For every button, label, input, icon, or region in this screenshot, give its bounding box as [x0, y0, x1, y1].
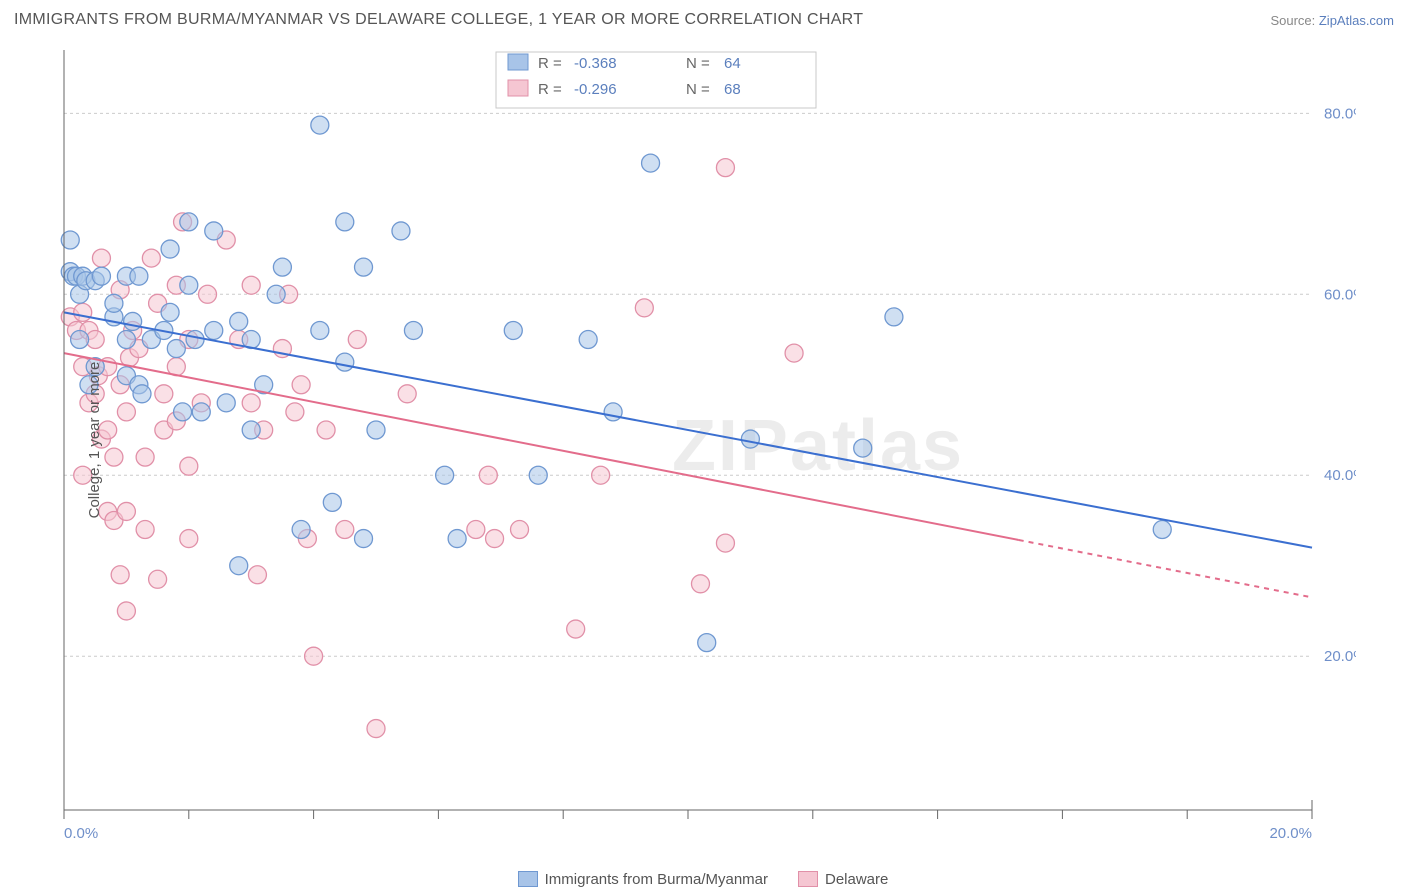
- legend-swatch-1: [518, 871, 538, 887]
- chart-header: IMMIGRANTS FROM BURMA/MYANMAR VS DELAWAR…: [0, 0, 1406, 36]
- source-prefix: Source:: [1270, 13, 1318, 28]
- svg-text:60.0%: 60.0%: [1324, 286, 1356, 303]
- svg-text:0.0%: 0.0%: [64, 825, 98, 840]
- svg-text:80.0%: 80.0%: [1324, 105, 1356, 122]
- svg-text:20.0%: 20.0%: [1324, 648, 1356, 665]
- svg-text:N =: N =: [686, 55, 710, 72]
- svg-text:64: 64: [724, 55, 741, 72]
- legend-label-1: Immigrants from Burma/Myanmar: [545, 871, 768, 888]
- svg-text:-0.296: -0.296: [574, 81, 617, 98]
- svg-text:R =: R =: [538, 55, 562, 72]
- bottom-legend: Immigrants from Burma/Myanmar Delaware: [0, 871, 1406, 888]
- svg-text:N =: N =: [686, 81, 710, 98]
- plot-container: College, 1 year or more 20.0%40.0%60.0%8…: [56, 40, 1356, 840]
- legend-item-series-1: Immigrants from Burma/Myanmar: [518, 871, 768, 888]
- chart-title: IMMIGRANTS FROM BURMA/MYANMAR VS DELAWAR…: [14, 11, 863, 29]
- svg-text:20.0%: 20.0%: [1269, 825, 1312, 840]
- legend-label-2: Delaware: [825, 871, 888, 888]
- y-axis-label: College, 1 year or more: [86, 362, 103, 519]
- scatter-plot-svg: 20.0%40.0%60.0%80.0%ZIPatlas0.0%20.0%R =…: [56, 40, 1356, 840]
- source-link[interactable]: ZipAtlas.com: [1319, 13, 1394, 28]
- svg-text:40.0%: 40.0%: [1324, 467, 1356, 484]
- svg-text:-0.368: -0.368: [574, 55, 617, 72]
- svg-text:68: 68: [724, 81, 741, 98]
- legend-item-series-2: Delaware: [798, 871, 888, 888]
- svg-text:R =: R =: [538, 81, 562, 98]
- chart-source: Source: ZipAtlas.com: [1270, 13, 1394, 28]
- legend-swatch-2: [798, 871, 818, 887]
